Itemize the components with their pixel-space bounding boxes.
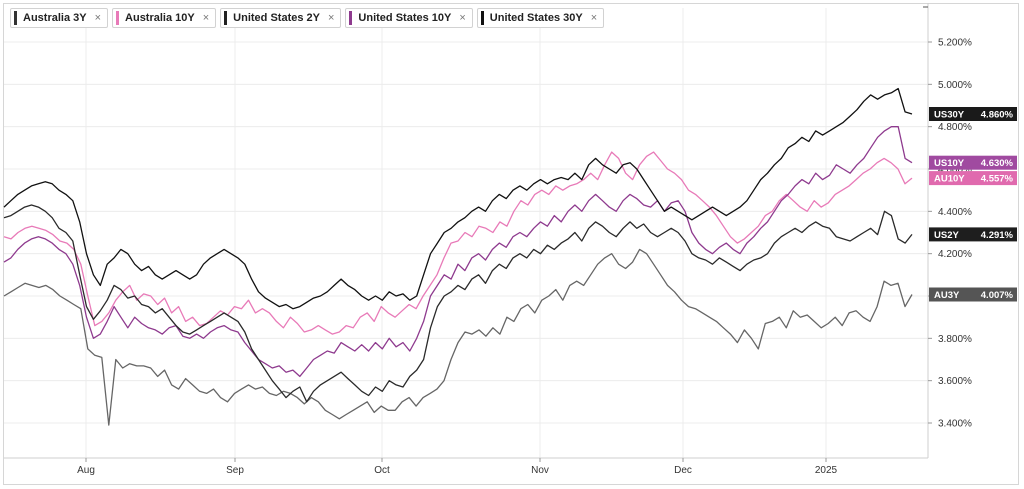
x-tick-label: Nov: [531, 465, 549, 476]
y-tick-label: 4.800%: [938, 122, 972, 133]
series-last-value: 4.291%: [981, 230, 1014, 241]
legend-swatch: [14, 11, 17, 25]
series-tag: US30Y: [934, 110, 965, 121]
legend-item[interactable]: United States 30Y ×: [476, 8, 605, 28]
close-icon[interactable]: ×: [590, 12, 598, 24]
end-value-tag: US30Y 4.860%: [929, 107, 1017, 121]
series-last-value: 4.007%: [981, 290, 1014, 301]
series-line: [3, 204, 913, 403]
legend-label: Australia 3Y: [23, 12, 87, 24]
series-last-value: 4.557%: [981, 174, 1014, 185]
legend-swatch: [224, 11, 228, 25]
close-icon[interactable]: ×: [459, 12, 466, 24]
end-value-tag-bg: [929, 227, 1017, 242]
end-value-tag: AU3Y 4.007%: [929, 287, 1017, 302]
end-value-tag-bg: [929, 107, 1017, 121]
end-value-tag: US10Y 4.630%: [929, 155, 1017, 170]
legend-label: Australia 10Y: [125, 12, 195, 24]
series-tag: US2Y: [934, 230, 959, 241]
series-last-value: 4.860%: [981, 110, 1014, 121]
x-tick-label: 2025: [815, 465, 838, 476]
end-value-tag: US2Y 4.291%: [929, 227, 1017, 242]
x-tick-label: Oct: [374, 465, 390, 476]
legend-label: United States 10Y: [358, 12, 452, 24]
x-tick-label: Dec: [674, 465, 692, 476]
series-tag: AU3Y: [934, 290, 960, 301]
legend-swatch: [116, 11, 120, 25]
series-line: [3, 87, 913, 310]
y-tick-label: 5.000%: [938, 80, 972, 91]
chart-frame: [3, 3, 1019, 485]
y-tick-label: 3.600%: [938, 376, 972, 387]
y-tick-label: 4.600%: [938, 165, 972, 176]
legend-item[interactable]: Australia 10Y ×: [112, 8, 217, 28]
end-value-tag-bg: [929, 155, 1017, 170]
series-tag: AU10Y: [934, 174, 965, 185]
series-tag: US10Y: [934, 158, 965, 169]
end-value-tag-bg: [929, 287, 1017, 302]
close-icon[interactable]: ×: [94, 12, 102, 24]
y-tick-label: 4.400%: [938, 207, 972, 218]
y-tick-label: 3.800%: [938, 334, 972, 345]
series-line: [3, 151, 913, 335]
y-tick-label: 4.200%: [938, 249, 972, 260]
legend-item[interactable]: United States 2Y ×: [220, 8, 342, 28]
legend-swatch: [349, 11, 353, 25]
y-tick-label: 3.400%: [938, 419, 972, 430]
x-tick-label: Sep: [226, 465, 244, 476]
close-icon[interactable]: ×: [202, 12, 210, 24]
legend-swatch: [480, 11, 484, 25]
end-value-tag: AU10Y 4.557%: [929, 171, 1017, 186]
end-value-tag-bg: [929, 171, 1017, 186]
series-last-value: 4.630%: [981, 158, 1014, 169]
x-tick-label: Aug: [77, 465, 95, 476]
series-line: [3, 126, 913, 378]
legend: Australia 3Y × Australia 10Y × United States…: [10, 8, 605, 28]
y-tick-label: 5.200%: [938, 38, 972, 49]
close-icon[interactable]: ×: [327, 12, 335, 24]
legend-label: United States 30Y: [489, 12, 583, 24]
legend-label: United States 2Y: [233, 12, 320, 24]
legend-item[interactable]: Australia 3Y ×: [10, 8, 109, 28]
series-line: [3, 248, 913, 426]
legend-item[interactable]: United States 10Y ×: [345, 8, 473, 28]
